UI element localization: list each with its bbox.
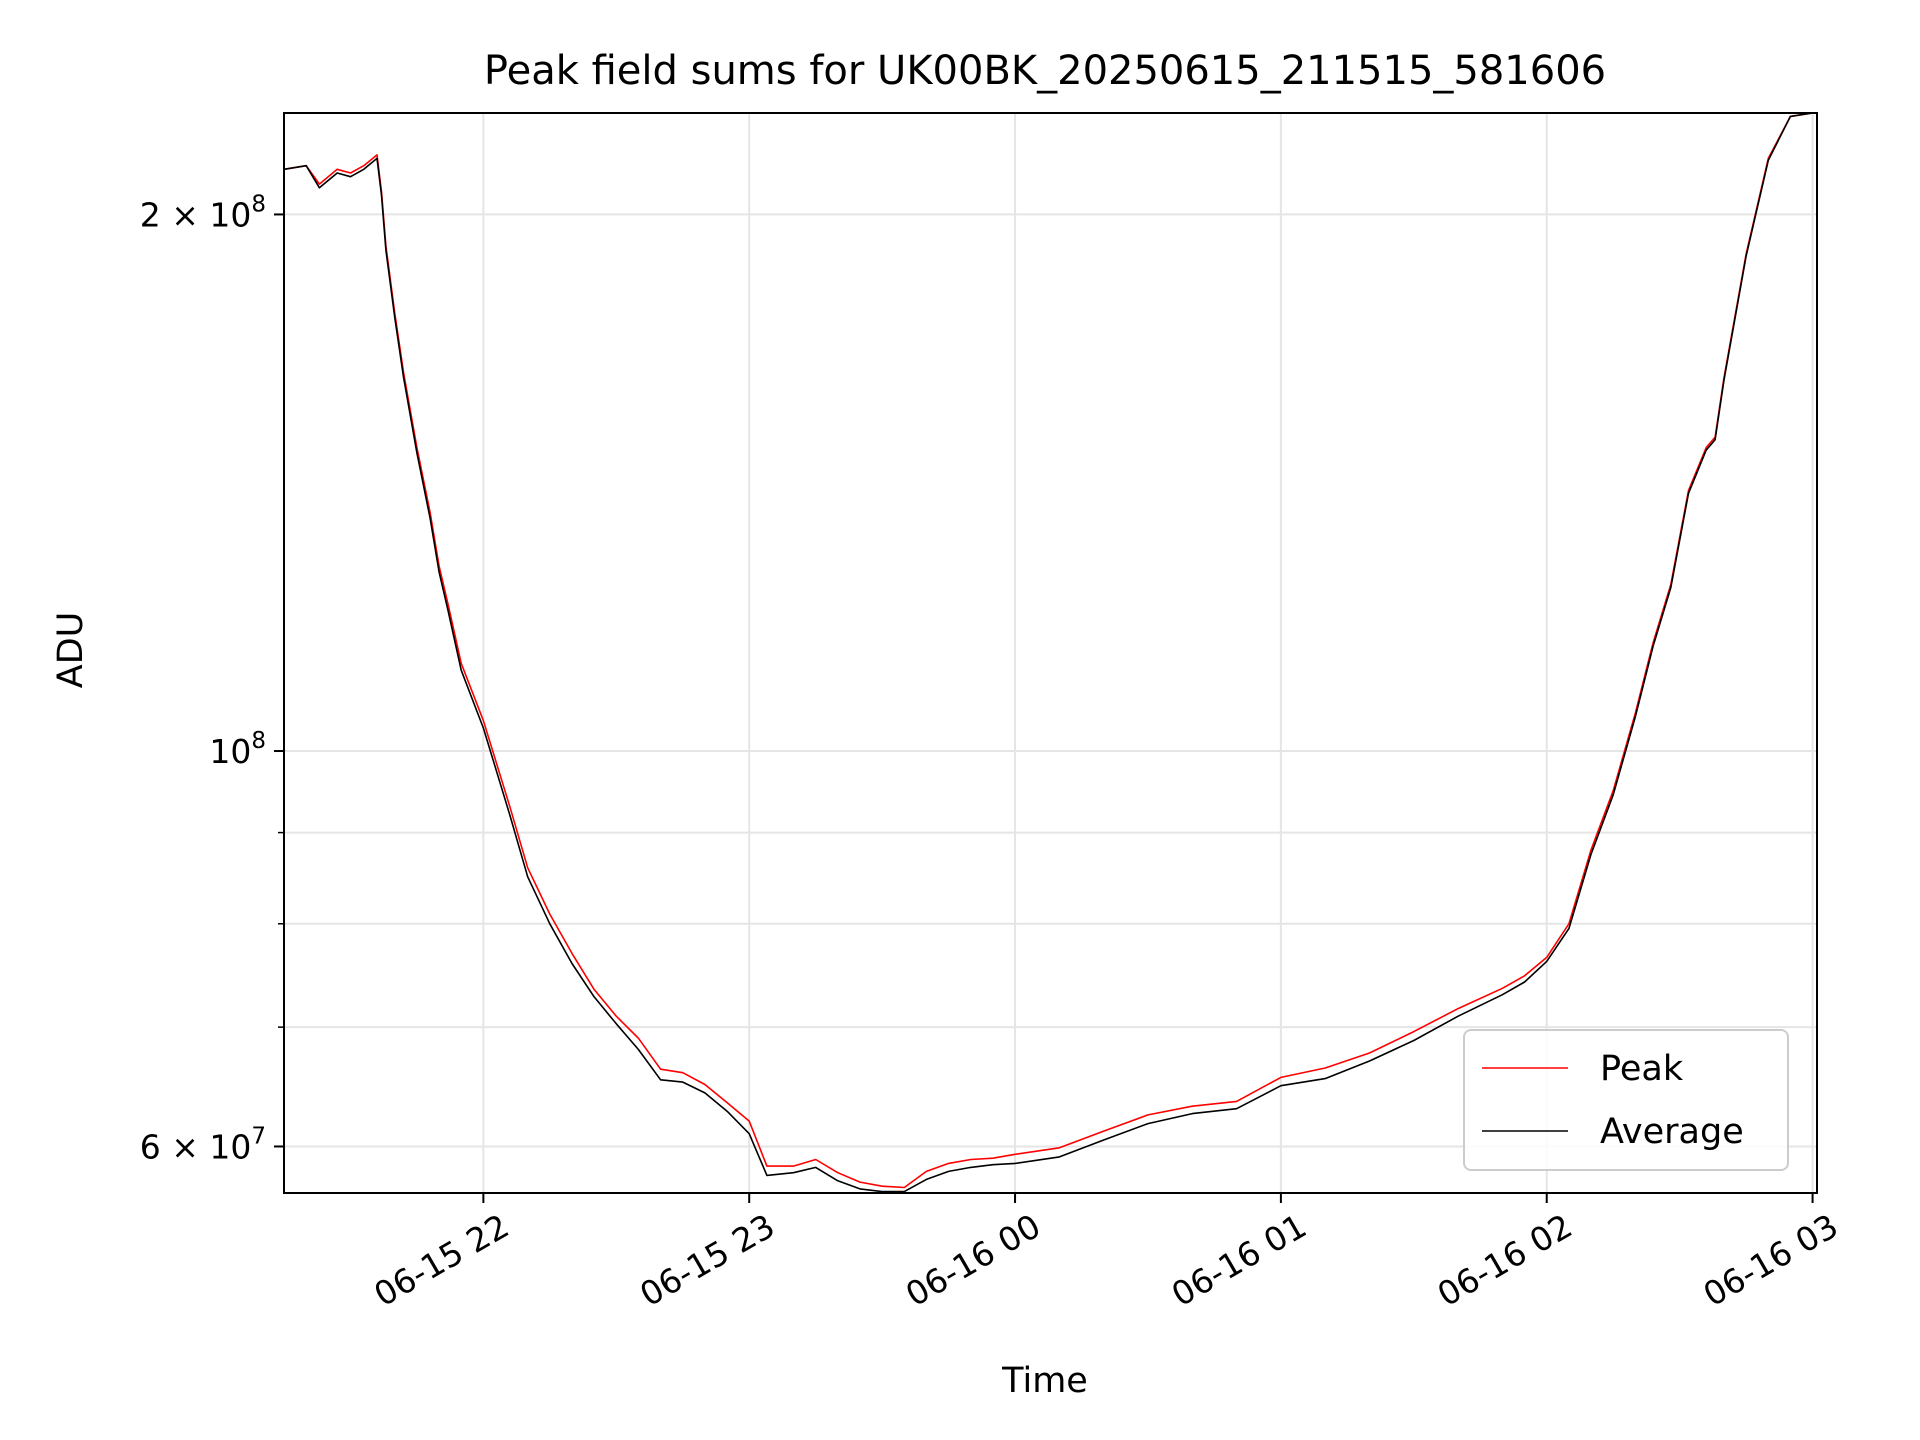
series-line-average bbox=[283, 112, 1813, 1193]
x-axis-label: Time bbox=[1001, 1361, 1088, 1401]
legend-box bbox=[1463, 1029, 1789, 1171]
grid bbox=[284, 113, 1817, 1193]
series-line-peak bbox=[283, 112, 1813, 1189]
y-tick-label: 2 × 108 bbox=[140, 191, 266, 234]
y-axis-label: ADU bbox=[51, 612, 91, 689]
legend-label-average: Average bbox=[1600, 1112, 1744, 1152]
legend: Peak Average bbox=[1463, 1029, 1789, 1171]
series-layer bbox=[283, 112, 1813, 1193]
plot-area-frame bbox=[283, 112, 1818, 1194]
chart-title: Peak field sums for UK00BK_20250615_2115… bbox=[484, 48, 1606, 94]
y-tick-label: 108 bbox=[209, 728, 266, 771]
legend-label-peak: Peak bbox=[1600, 1049, 1684, 1089]
y-tick-label: 6 × 107 bbox=[140, 1123, 266, 1166]
